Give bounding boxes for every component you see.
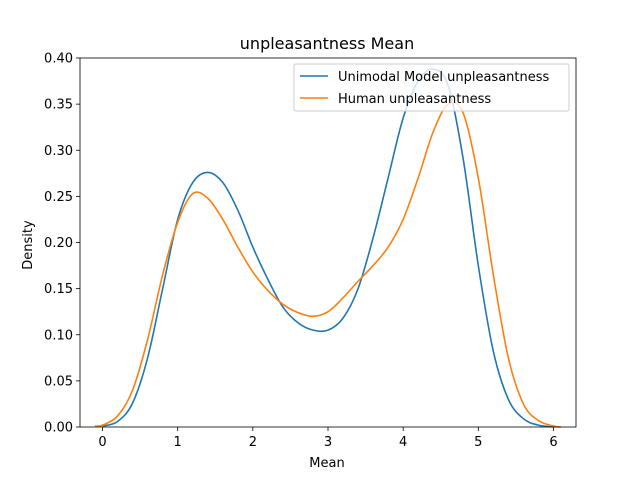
y-tick-label: 0.30 [44, 144, 73, 159]
x-tick-label: 2 [249, 435, 257, 450]
legend-label-2: Human unpleasantness [338, 92, 491, 107]
legend-label-1: Unimodal Model unpleasantness [338, 70, 550, 85]
y-tick-label: 0.20 [44, 236, 73, 251]
y-axis-label: Density [21, 220, 36, 270]
chart-title: unpleasantness Mean [240, 34, 414, 53]
legend: Unimodal Model unpleasantness Human unple… [294, 64, 569, 111]
x-axis-label: Mean [309, 456, 344, 471]
x-tick-label: 1 [174, 435, 182, 450]
axes-frame [80, 58, 576, 427]
x-tick-label: 4 [399, 435, 407, 450]
y-tick-label: 0.00 [44, 421, 73, 436]
y-tick-label: 0.05 [44, 374, 73, 389]
y-tick-label: 0.35 [44, 98, 73, 113]
x-tick-label: 5 [474, 435, 482, 450]
series-line-2 [95, 102, 561, 427]
x-tick-label: 0 [98, 435, 106, 450]
x-tick-label: 3 [324, 435, 332, 450]
x-tick-label: 6 [549, 435, 557, 450]
y-tick-label: 0.15 [44, 282, 73, 297]
y-tick-label: 0.10 [44, 328, 73, 343]
y-tick-label: 0.40 [44, 52, 73, 67]
y-tick-label: 0.25 [44, 190, 73, 205]
